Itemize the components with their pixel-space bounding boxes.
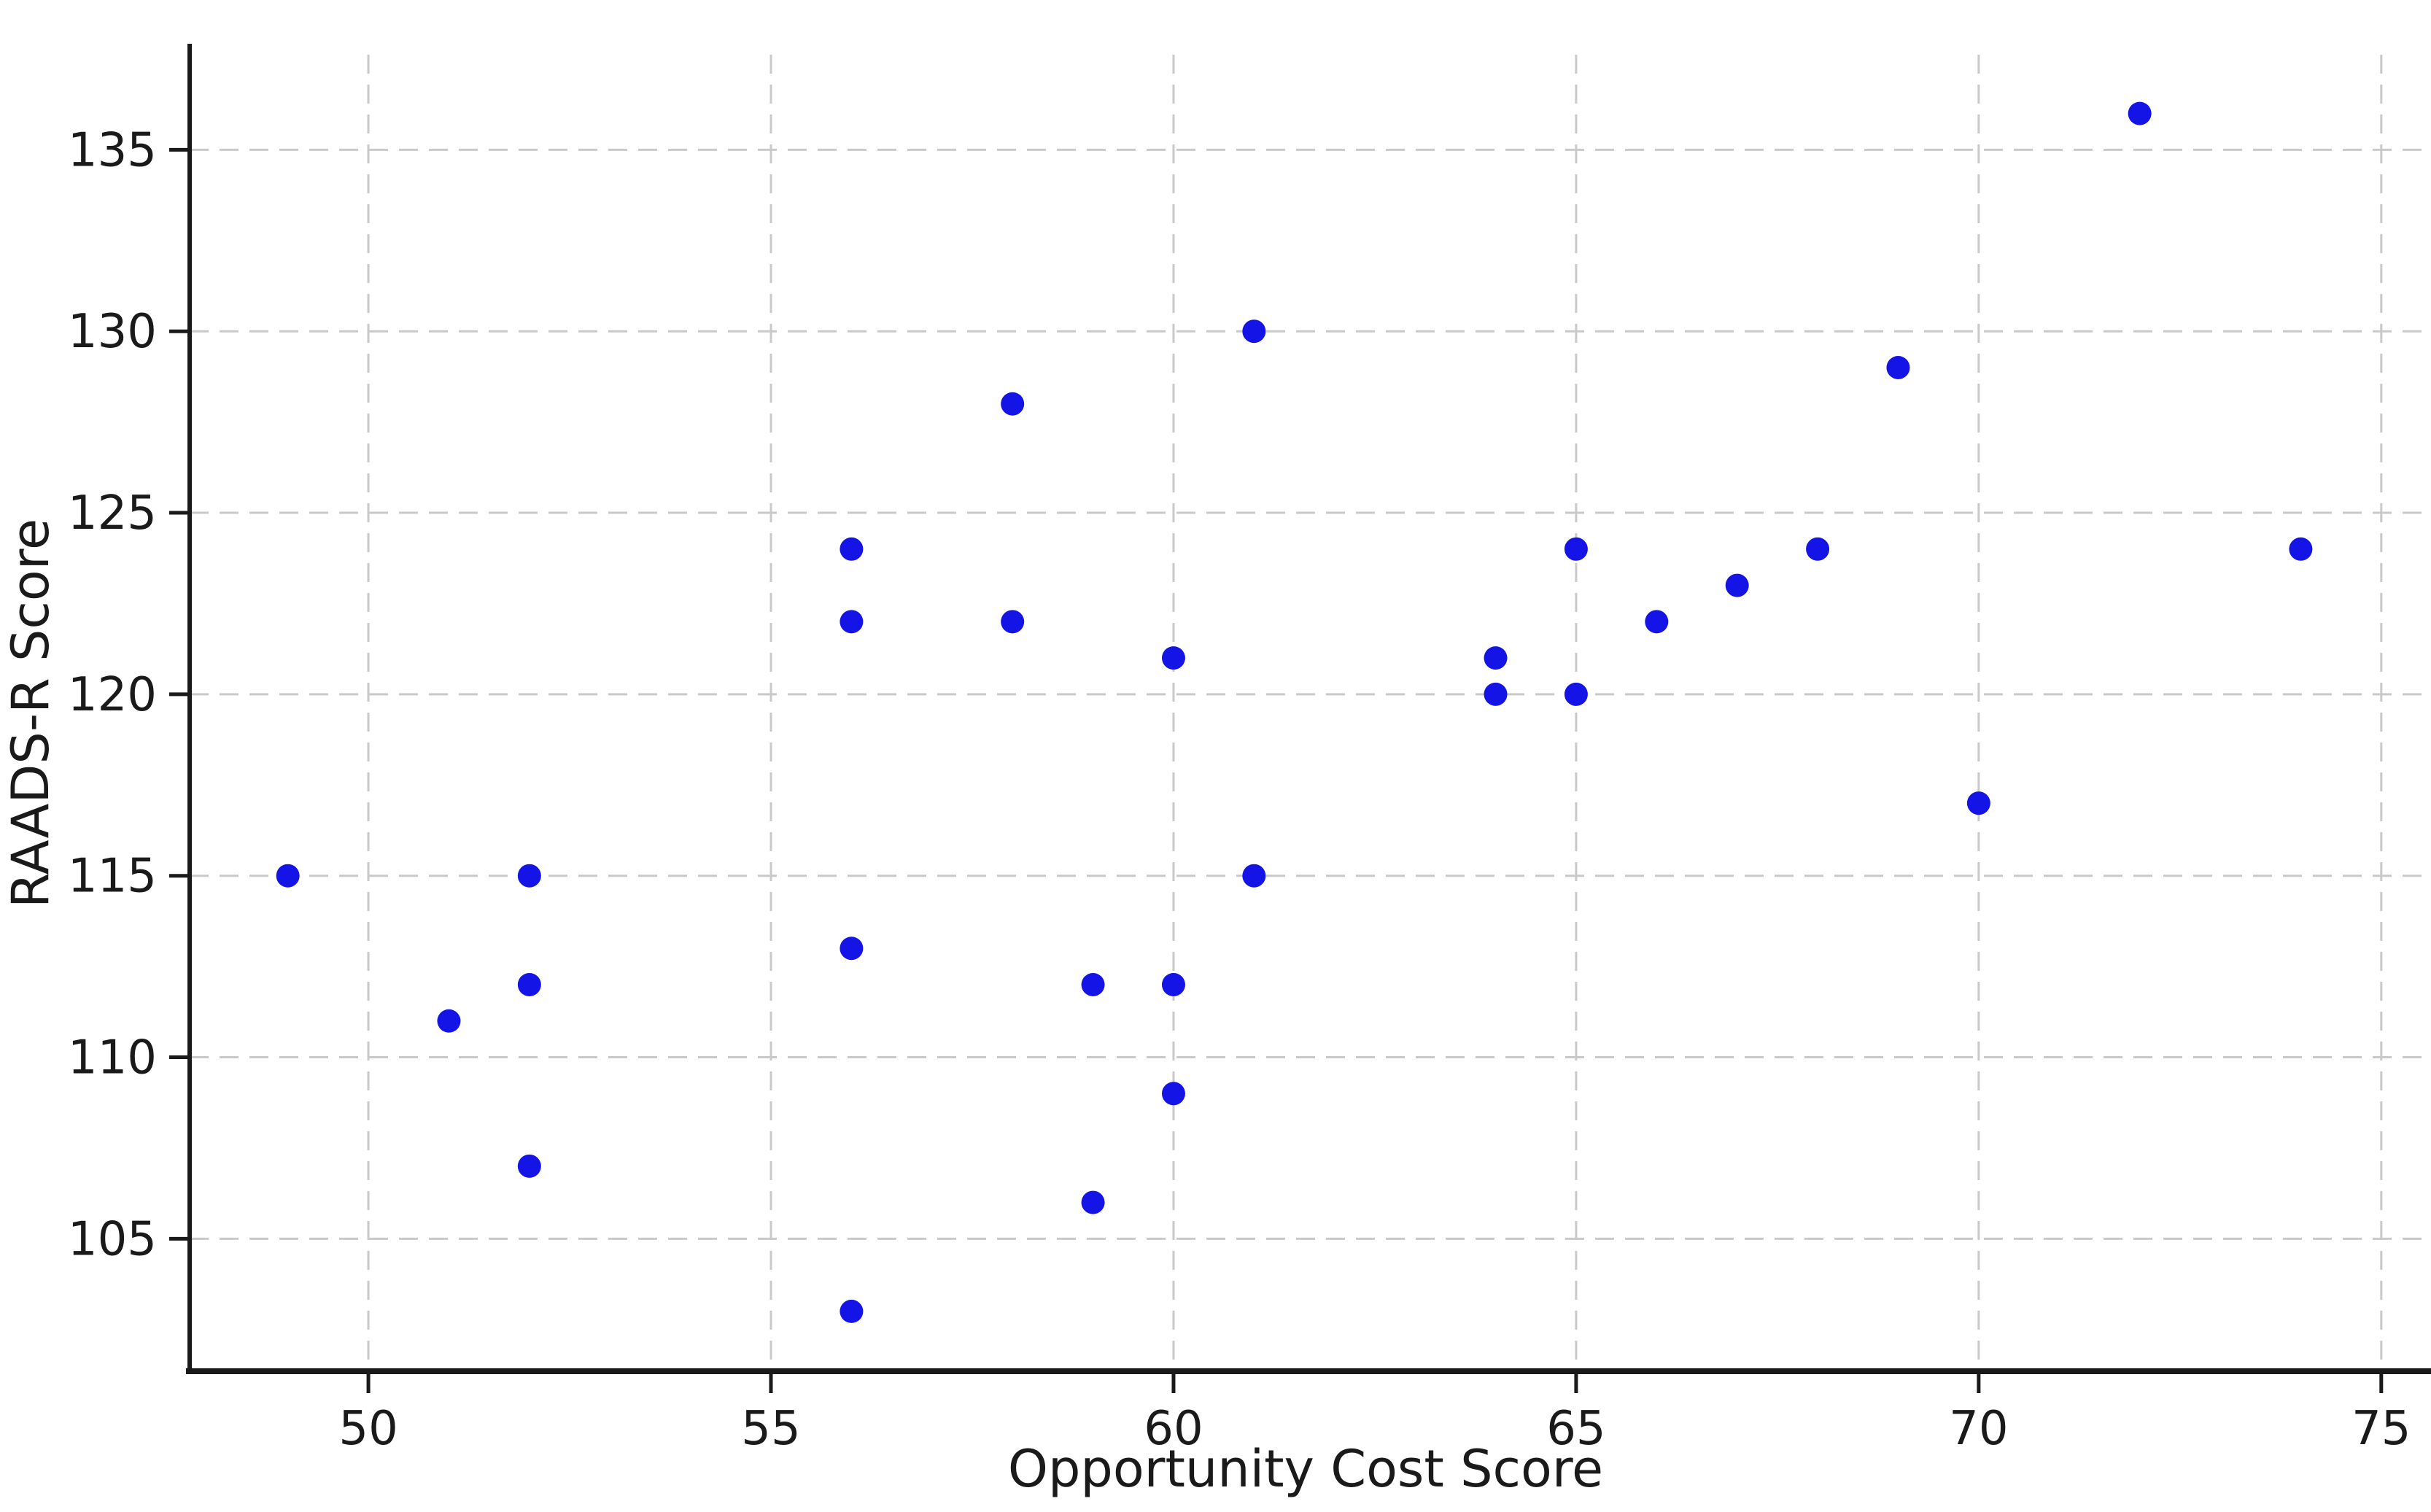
gridlines — [190, 55, 2422, 1371]
data-point — [1484, 646, 1508, 670]
data-point — [1001, 392, 1025, 416]
y-tick-label: 105 — [68, 1212, 157, 1266]
data-point — [1484, 682, 1508, 706]
x-tick-label: 55 — [741, 1402, 800, 1456]
data-point — [2289, 537, 2313, 561]
x-tick-label: 50 — [338, 1402, 398, 1456]
data-point — [840, 610, 864, 634]
data-point — [437, 1009, 461, 1033]
x-tick-label: 75 — [2351, 1402, 2411, 1456]
data-point — [1081, 972, 1105, 996]
data-point — [1725, 573, 1749, 597]
y-tick-label: 120 — [68, 668, 157, 722]
x-tick-label: 60 — [1144, 1402, 1203, 1456]
data-point — [517, 864, 541, 888]
data-point — [276, 864, 300, 888]
data-point — [1161, 972, 1185, 996]
x-axis-label: Opportunity Cost Score — [1008, 1439, 1603, 1499]
data-point — [1161, 1082, 1185, 1106]
y-tick-label: 115 — [68, 850, 157, 904]
data-point — [1001, 610, 1025, 634]
data-point — [1242, 319, 1266, 344]
data-point — [1886, 355, 1910, 379]
y-tick-label: 110 — [68, 1031, 157, 1085]
data-point — [1081, 1190, 1105, 1214]
x-tick-label: 65 — [1546, 1402, 1605, 1456]
y-axis-label: RAADS-R Score — [1, 519, 61, 908]
data-point — [1242, 864, 1266, 888]
data-point — [840, 537, 864, 561]
data-point — [840, 937, 864, 961]
data-point — [517, 972, 541, 996]
data-point — [1966, 791, 1990, 815]
x-tick-label: 70 — [1949, 1402, 2008, 1456]
data-point — [1161, 646, 1185, 670]
y-tick-labels: 105 110 115 120 125 130 135 — [68, 123, 157, 1266]
x-tick-labels: 50 55 60 65 70 75 — [338, 1402, 2411, 1456]
data-point — [1645, 610, 1669, 634]
data-point — [2128, 101, 2152, 125]
tick-marks — [169, 147, 2384, 1393]
axes-spines — [186, 44, 2431, 1374]
data-point — [840, 1299, 864, 1323]
y-tick-label: 125 — [68, 486, 157, 540]
y-tick-label: 135 — [68, 123, 157, 177]
data-point — [517, 1154, 541, 1178]
y-tick-label: 130 — [68, 305, 157, 359]
data-point — [1564, 682, 1588, 706]
data-points — [276, 101, 2313, 1323]
data-point — [1806, 537, 1830, 561]
data-point — [1564, 537, 1588, 561]
